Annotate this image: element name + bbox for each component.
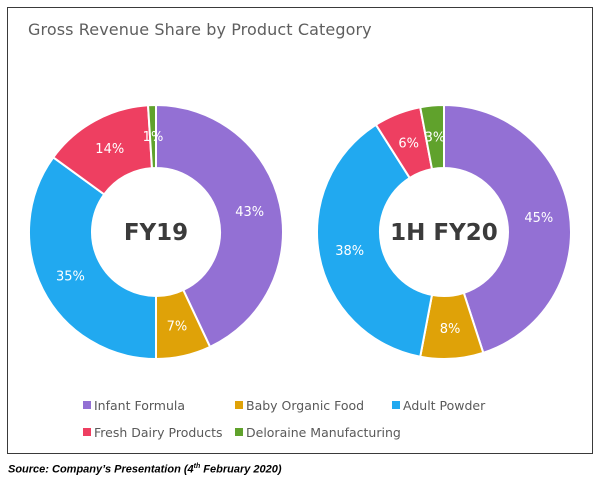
slice-label-fresh-dairy-products-fy19: 14%: [95, 142, 124, 157]
slice-infant-formula-fy19: [155, 103, 284, 349]
legend-item-adult-powder: Adult Powder: [392, 398, 486, 413]
source-note: Source: Company’s Presentation (4th Febr…: [8, 463, 282, 476]
source-prefix: Source: Company’s Presentation (4: [8, 463, 194, 476]
slice-adult-powder-fy19: [28, 155, 157, 361]
legend-label-baby-organic-food: Baby Organic Food: [246, 398, 364, 413]
slice-label-infant-formula-fy19: 43%: [235, 205, 264, 220]
legend-label-fresh-dairy-products: Fresh Dairy Products: [94, 425, 223, 440]
slice-label-deloraine-manufacturing-fy19: 1%: [143, 130, 164, 145]
donut-fy19: 43% 7% 35% 14% 1% FY19: [28, 103, 284, 361]
slice-label-baby-organic-food-fy19: 7%: [167, 320, 188, 335]
donut-center-label-fy19: FY19: [124, 220, 188, 246]
legend-item-baby-organic-food: Baby Organic Food: [235, 398, 364, 413]
slice-label-baby-organic-food-1h-fy20: 8%: [440, 322, 461, 337]
slice-label-deloraine-manufacturing-1h-fy20: 3%: [425, 130, 446, 145]
slice-label-adult-powder-fy19: 35%: [56, 270, 85, 285]
legend-swatch-baby-organic-food: [235, 401, 243, 409]
chart-panel: Gross Revenue Share by Product Category: [7, 7, 593, 454]
chart-title: Gross Revenue Share by Product Category: [28, 20, 372, 39]
source-sup: th: [193, 463, 201, 470]
slice-infant-formula-1h-fy20: [443, 103, 572, 355]
legend-swatch-adult-powder: [392, 401, 400, 409]
slice-deloraine-manufacturing-fy19: [146, 103, 157, 170]
legend-swatch-infant-formula: [83, 401, 91, 409]
slice-adult-powder-1h-fy20: [316, 123, 434, 358]
slice-label-adult-powder-1h-fy20: 38%: [335, 244, 364, 259]
legend-label-deloraine-manufacturing: Deloraine Manufacturing: [246, 425, 401, 440]
legend-swatch-fresh-dairy-products: [83, 428, 91, 436]
legend-item-infant-formula: Infant Formula: [83, 398, 185, 413]
legend-swatch-deloraine-manufacturing: [235, 428, 243, 436]
slice-label-infant-formula-1h-fy20: 45%: [524, 211, 553, 226]
legend-label-adult-powder: Adult Powder: [403, 398, 486, 413]
donut-center-label-1h-fy20: 1H FY20: [390, 220, 498, 246]
legend-item-deloraine-manufacturing: Deloraine Manufacturing: [235, 425, 401, 440]
slice-label-fresh-dairy-products-1h-fy20: 6%: [398, 137, 419, 152]
legend-label-infant-formula: Infant Formula: [94, 398, 185, 413]
donut-1h-fy20: 45% 8% 38% 6% 3% 1H FY20: [316, 103, 572, 360]
source-suffix: February 2020): [200, 463, 282, 476]
legend-item-fresh-dairy-products: Fresh Dairy Products: [83, 425, 223, 440]
slice-deloraine-manufacturing-1h-fy20: [419, 103, 445, 171]
